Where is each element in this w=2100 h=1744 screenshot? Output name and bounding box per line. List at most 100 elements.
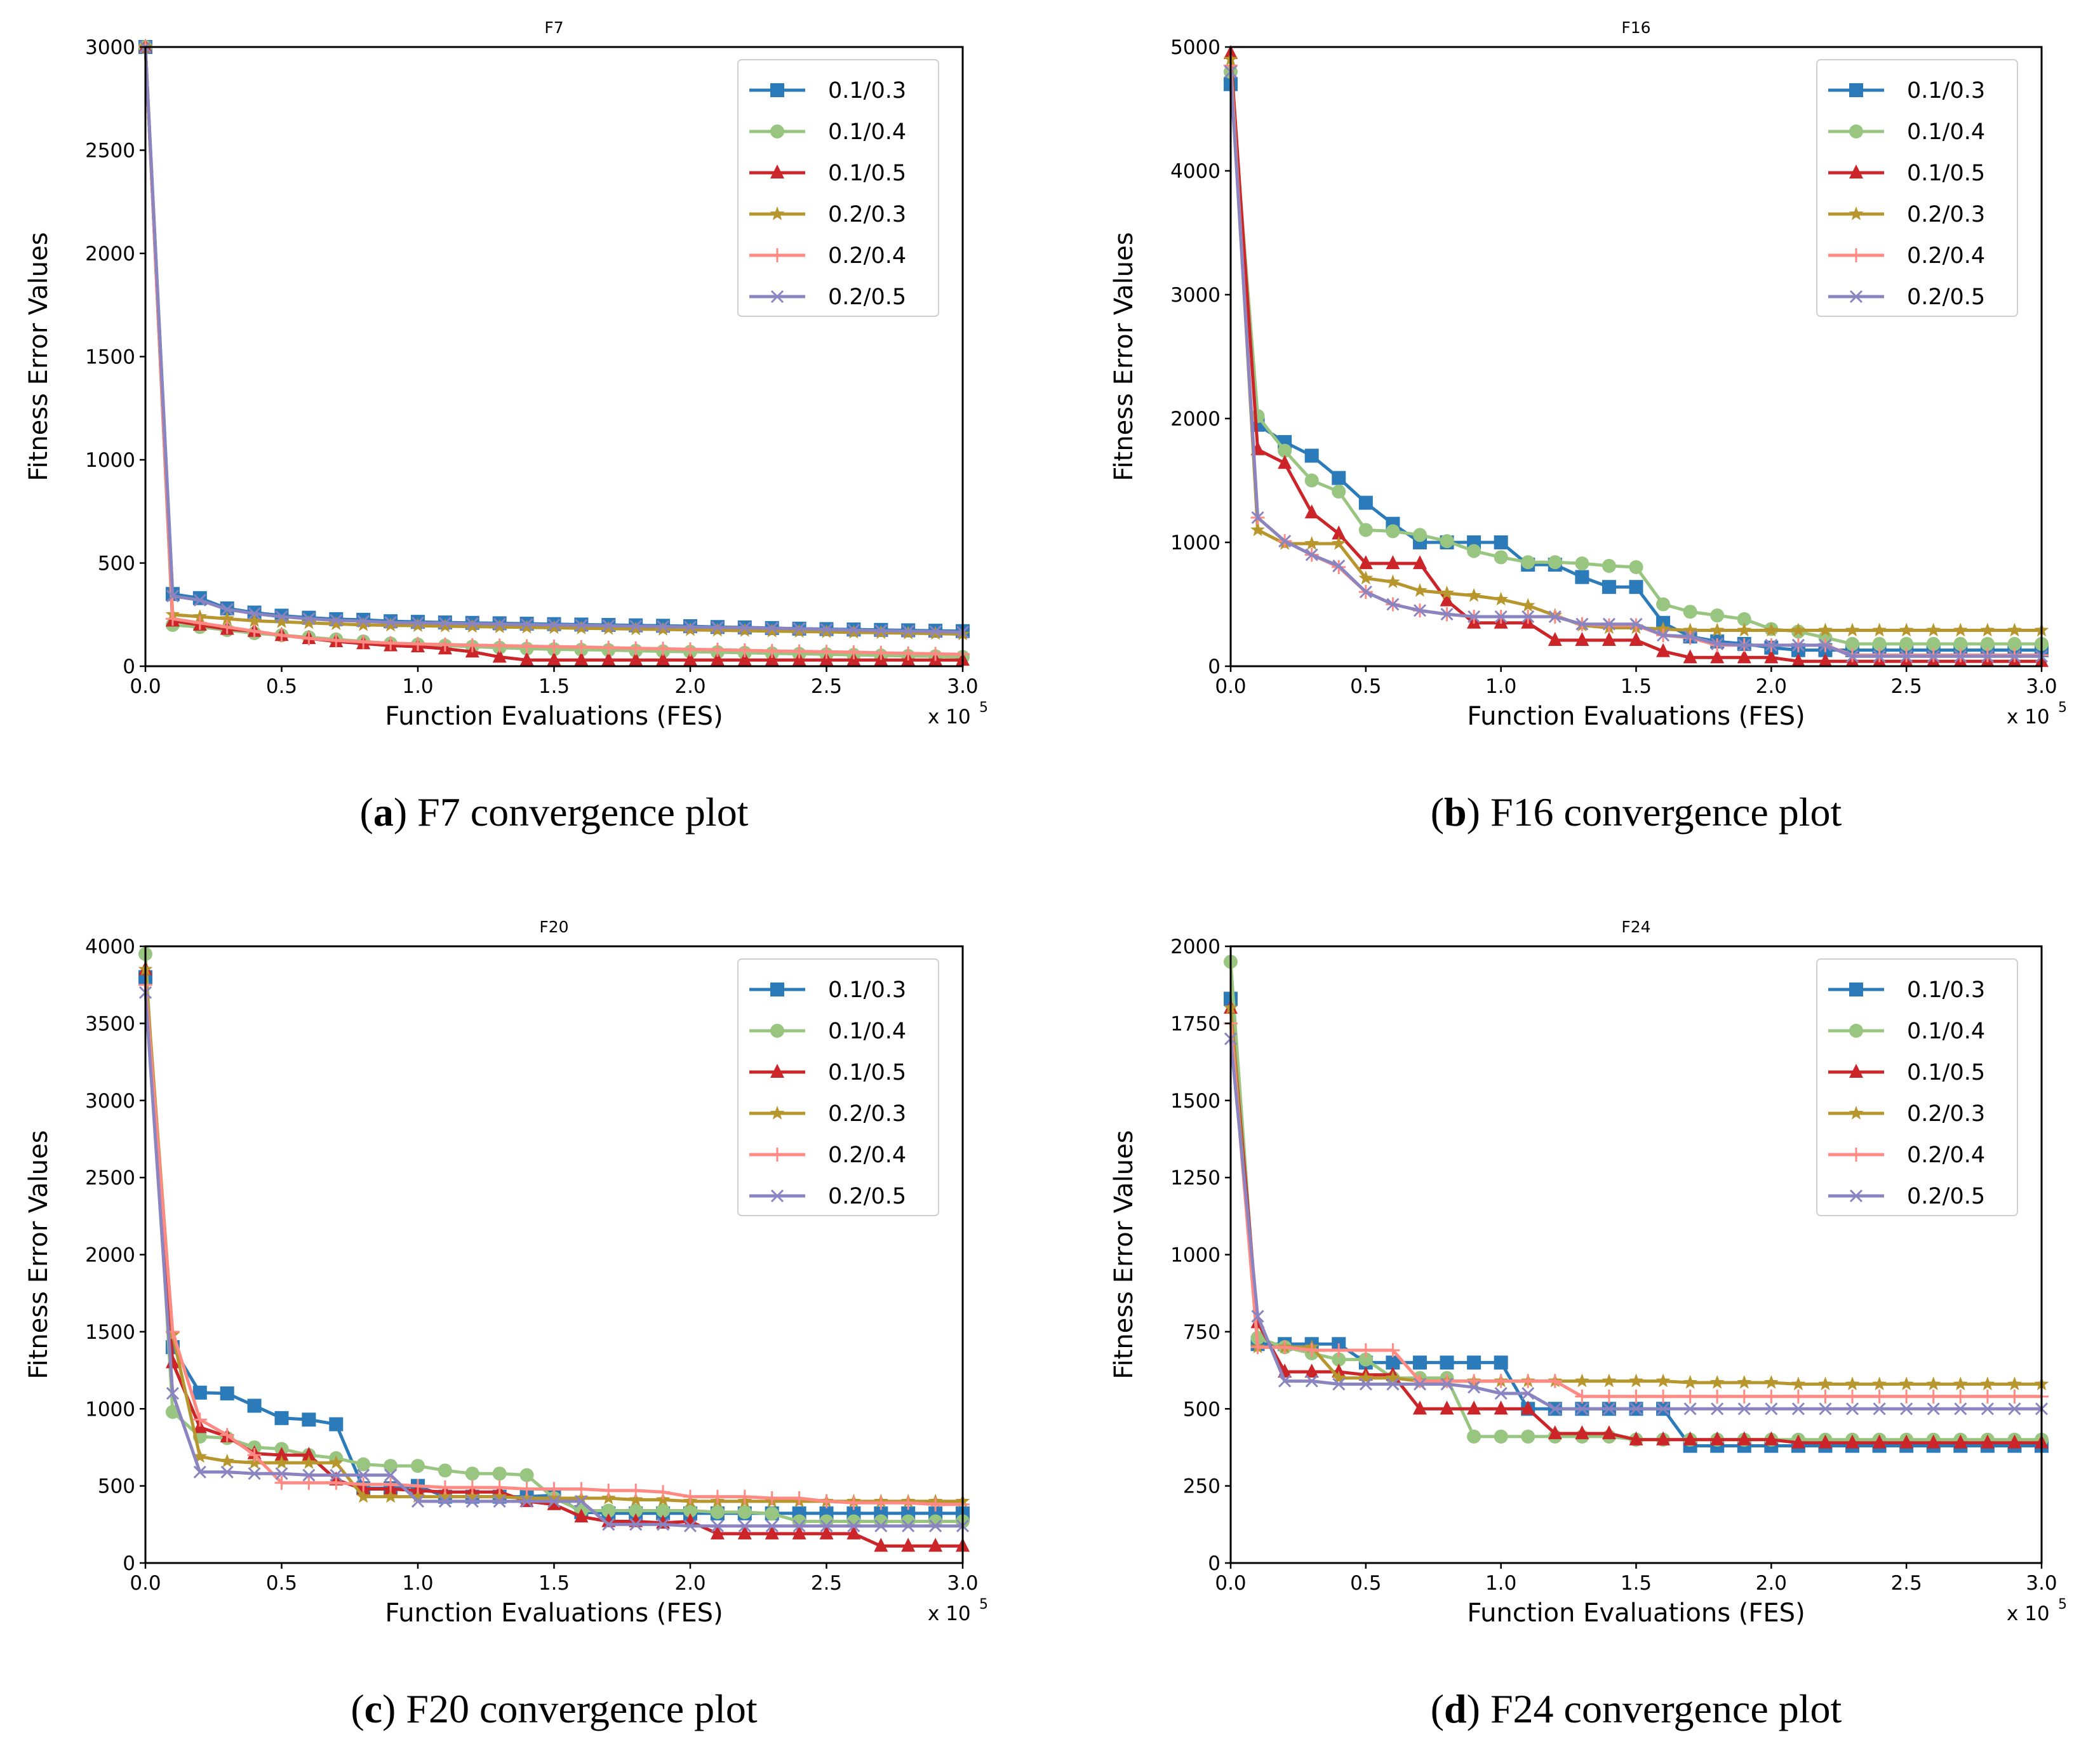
marker-x bbox=[1737, 1402, 1751, 1416]
subplot-f16: F16 0.0 0.5 1.0 1.5 2.0 2.5 3.0 0 1000 2000 3000 400… bbox=[1109, 18, 2067, 835]
marker-star bbox=[356, 617, 371, 631]
marker-plus bbox=[329, 1475, 344, 1490]
y-tick-label: 3000 bbox=[85, 1090, 135, 1113]
marker-circle bbox=[1926, 636, 1941, 651]
marker-x bbox=[711, 1519, 724, 1533]
marker-plus bbox=[1575, 1389, 1589, 1404]
caption-letter: d bbox=[1444, 1686, 1467, 1731]
x-tick-label: 1.5 bbox=[1621, 675, 1652, 698]
marker-plus bbox=[247, 1448, 262, 1463]
x-tick-label: 3.0 bbox=[947, 1572, 978, 1595]
legend: 0.1/0.3 0.1/0.4 0.1/0.5 0.2/0.3 0.2/0.4 0.2/0… bbox=[737, 958, 939, 1216]
marker-star bbox=[1791, 1376, 1806, 1391]
caption-paren: ( bbox=[1431, 789, 1444, 835]
marker-x bbox=[1873, 650, 1886, 663]
marker-star bbox=[519, 1491, 534, 1505]
marker-x bbox=[1251, 511, 1264, 525]
x-tick-label: 2.5 bbox=[1891, 1572, 1922, 1595]
marker-triangle bbox=[1412, 555, 1427, 570]
marker-x bbox=[1305, 548, 1318, 561]
y-tick-label: 1500 bbox=[1170, 1090, 1221, 1113]
marker-star bbox=[192, 1449, 208, 1463]
marker-circle bbox=[1386, 524, 1400, 539]
x-tick-label: 1.5 bbox=[1621, 1572, 1652, 1595]
marker-plus bbox=[656, 641, 671, 656]
marker-star bbox=[410, 1489, 425, 1503]
marker-triangle bbox=[2007, 1434, 2022, 1449]
chart-title: F7 bbox=[544, 18, 563, 37]
legend-label: 0.1/0.4 bbox=[828, 119, 906, 145]
marker-x bbox=[683, 1519, 697, 1533]
marker-x bbox=[1494, 610, 1508, 624]
marker-x bbox=[657, 620, 670, 633]
marker-plus bbox=[1548, 1374, 1562, 1388]
legend-label: 0.2/0.5 bbox=[828, 285, 906, 310]
marker-triangle bbox=[1386, 555, 1400, 570]
x-tick-label: 3.0 bbox=[2026, 1572, 2057, 1595]
marker-plus bbox=[629, 1483, 643, 1498]
marker-circle bbox=[1872, 636, 1887, 651]
y-tick-label: 3500 bbox=[85, 1012, 135, 1035]
marker-x bbox=[357, 615, 370, 628]
marker-x bbox=[166, 1386, 179, 1400]
legend-label: 0.2/0.3 bbox=[828, 1101, 906, 1127]
marker-plus bbox=[492, 1480, 507, 1495]
y-tick-label: 500 bbox=[98, 553, 135, 575]
marker-plus bbox=[1764, 1389, 1779, 1404]
marker-triangle bbox=[1629, 1431, 1643, 1446]
legend-label: 0.2/0.4 bbox=[1907, 1143, 1985, 1168]
marker-plus bbox=[1845, 1389, 1860, 1404]
marker-circle bbox=[1602, 559, 1616, 574]
marker-x bbox=[302, 612, 316, 626]
marker-star bbox=[1386, 574, 1400, 589]
marker-triangle bbox=[574, 652, 589, 666]
marker-triangle bbox=[1791, 653, 1805, 667]
marker-star bbox=[1440, 586, 1454, 600]
caption-paren: ) bbox=[1467, 1686, 1480, 1731]
marker-plus bbox=[683, 642, 697, 657]
marker-triangle bbox=[737, 1525, 752, 1539]
chart-title: F16 bbox=[1621, 18, 1650, 37]
marker-x bbox=[2008, 1402, 2021, 1416]
marker-x bbox=[874, 624, 888, 638]
marker-x bbox=[1575, 1402, 1589, 1416]
marker-x bbox=[275, 1467, 288, 1480]
marker-x bbox=[384, 1468, 398, 1482]
marker-x bbox=[1629, 617, 1643, 631]
marker-circle bbox=[1440, 534, 1454, 549]
marker-x bbox=[1332, 559, 1346, 573]
marker-plus bbox=[1494, 1374, 1508, 1388]
marker-triangle bbox=[874, 1538, 888, 1552]
legend-item: 0.2/0.4 bbox=[1828, 1143, 1985, 1168]
legend-label: 0.1/0.5 bbox=[1907, 161, 1985, 186]
marker-x bbox=[1927, 650, 1940, 663]
marker-x bbox=[1278, 1374, 1292, 1388]
marker-star bbox=[1849, 206, 1864, 220]
marker-circle bbox=[1521, 1429, 1535, 1444]
x-multiplier: x 10 bbox=[928, 706, 971, 728]
legend-label: 0.1/0.4 bbox=[828, 1019, 906, 1044]
x-tick-label: 2.0 bbox=[1756, 675, 1787, 698]
marker-star bbox=[2007, 1376, 2022, 1391]
marker-plus bbox=[1791, 1389, 1805, 1404]
marker-star bbox=[465, 1489, 480, 1503]
marker-x bbox=[2008, 650, 2021, 663]
marker-circle bbox=[519, 1468, 534, 1482]
marker-circle bbox=[492, 1466, 507, 1481]
marker-star bbox=[1655, 1373, 1671, 1388]
marker-x bbox=[629, 619, 643, 633]
marker-star bbox=[683, 622, 698, 636]
marker-plus bbox=[656, 1485, 671, 1499]
marker-triangle bbox=[574, 1508, 589, 1523]
marker-star bbox=[1683, 622, 1697, 637]
marker-x bbox=[847, 1519, 860, 1533]
caption-text: F16 convergence plot bbox=[1480, 789, 1842, 835]
marker-triangle bbox=[1791, 1434, 1805, 1449]
marker-plus bbox=[1849, 1148, 1863, 1162]
marker-circle bbox=[601, 1503, 616, 1518]
marker-plus bbox=[220, 620, 234, 634]
y-tick-label: 1000 bbox=[1170, 1244, 1221, 1267]
marker-star bbox=[1899, 622, 1914, 637]
series-0.2-0.5 bbox=[1224, 1032, 2049, 1416]
marker-star bbox=[1818, 622, 1833, 637]
